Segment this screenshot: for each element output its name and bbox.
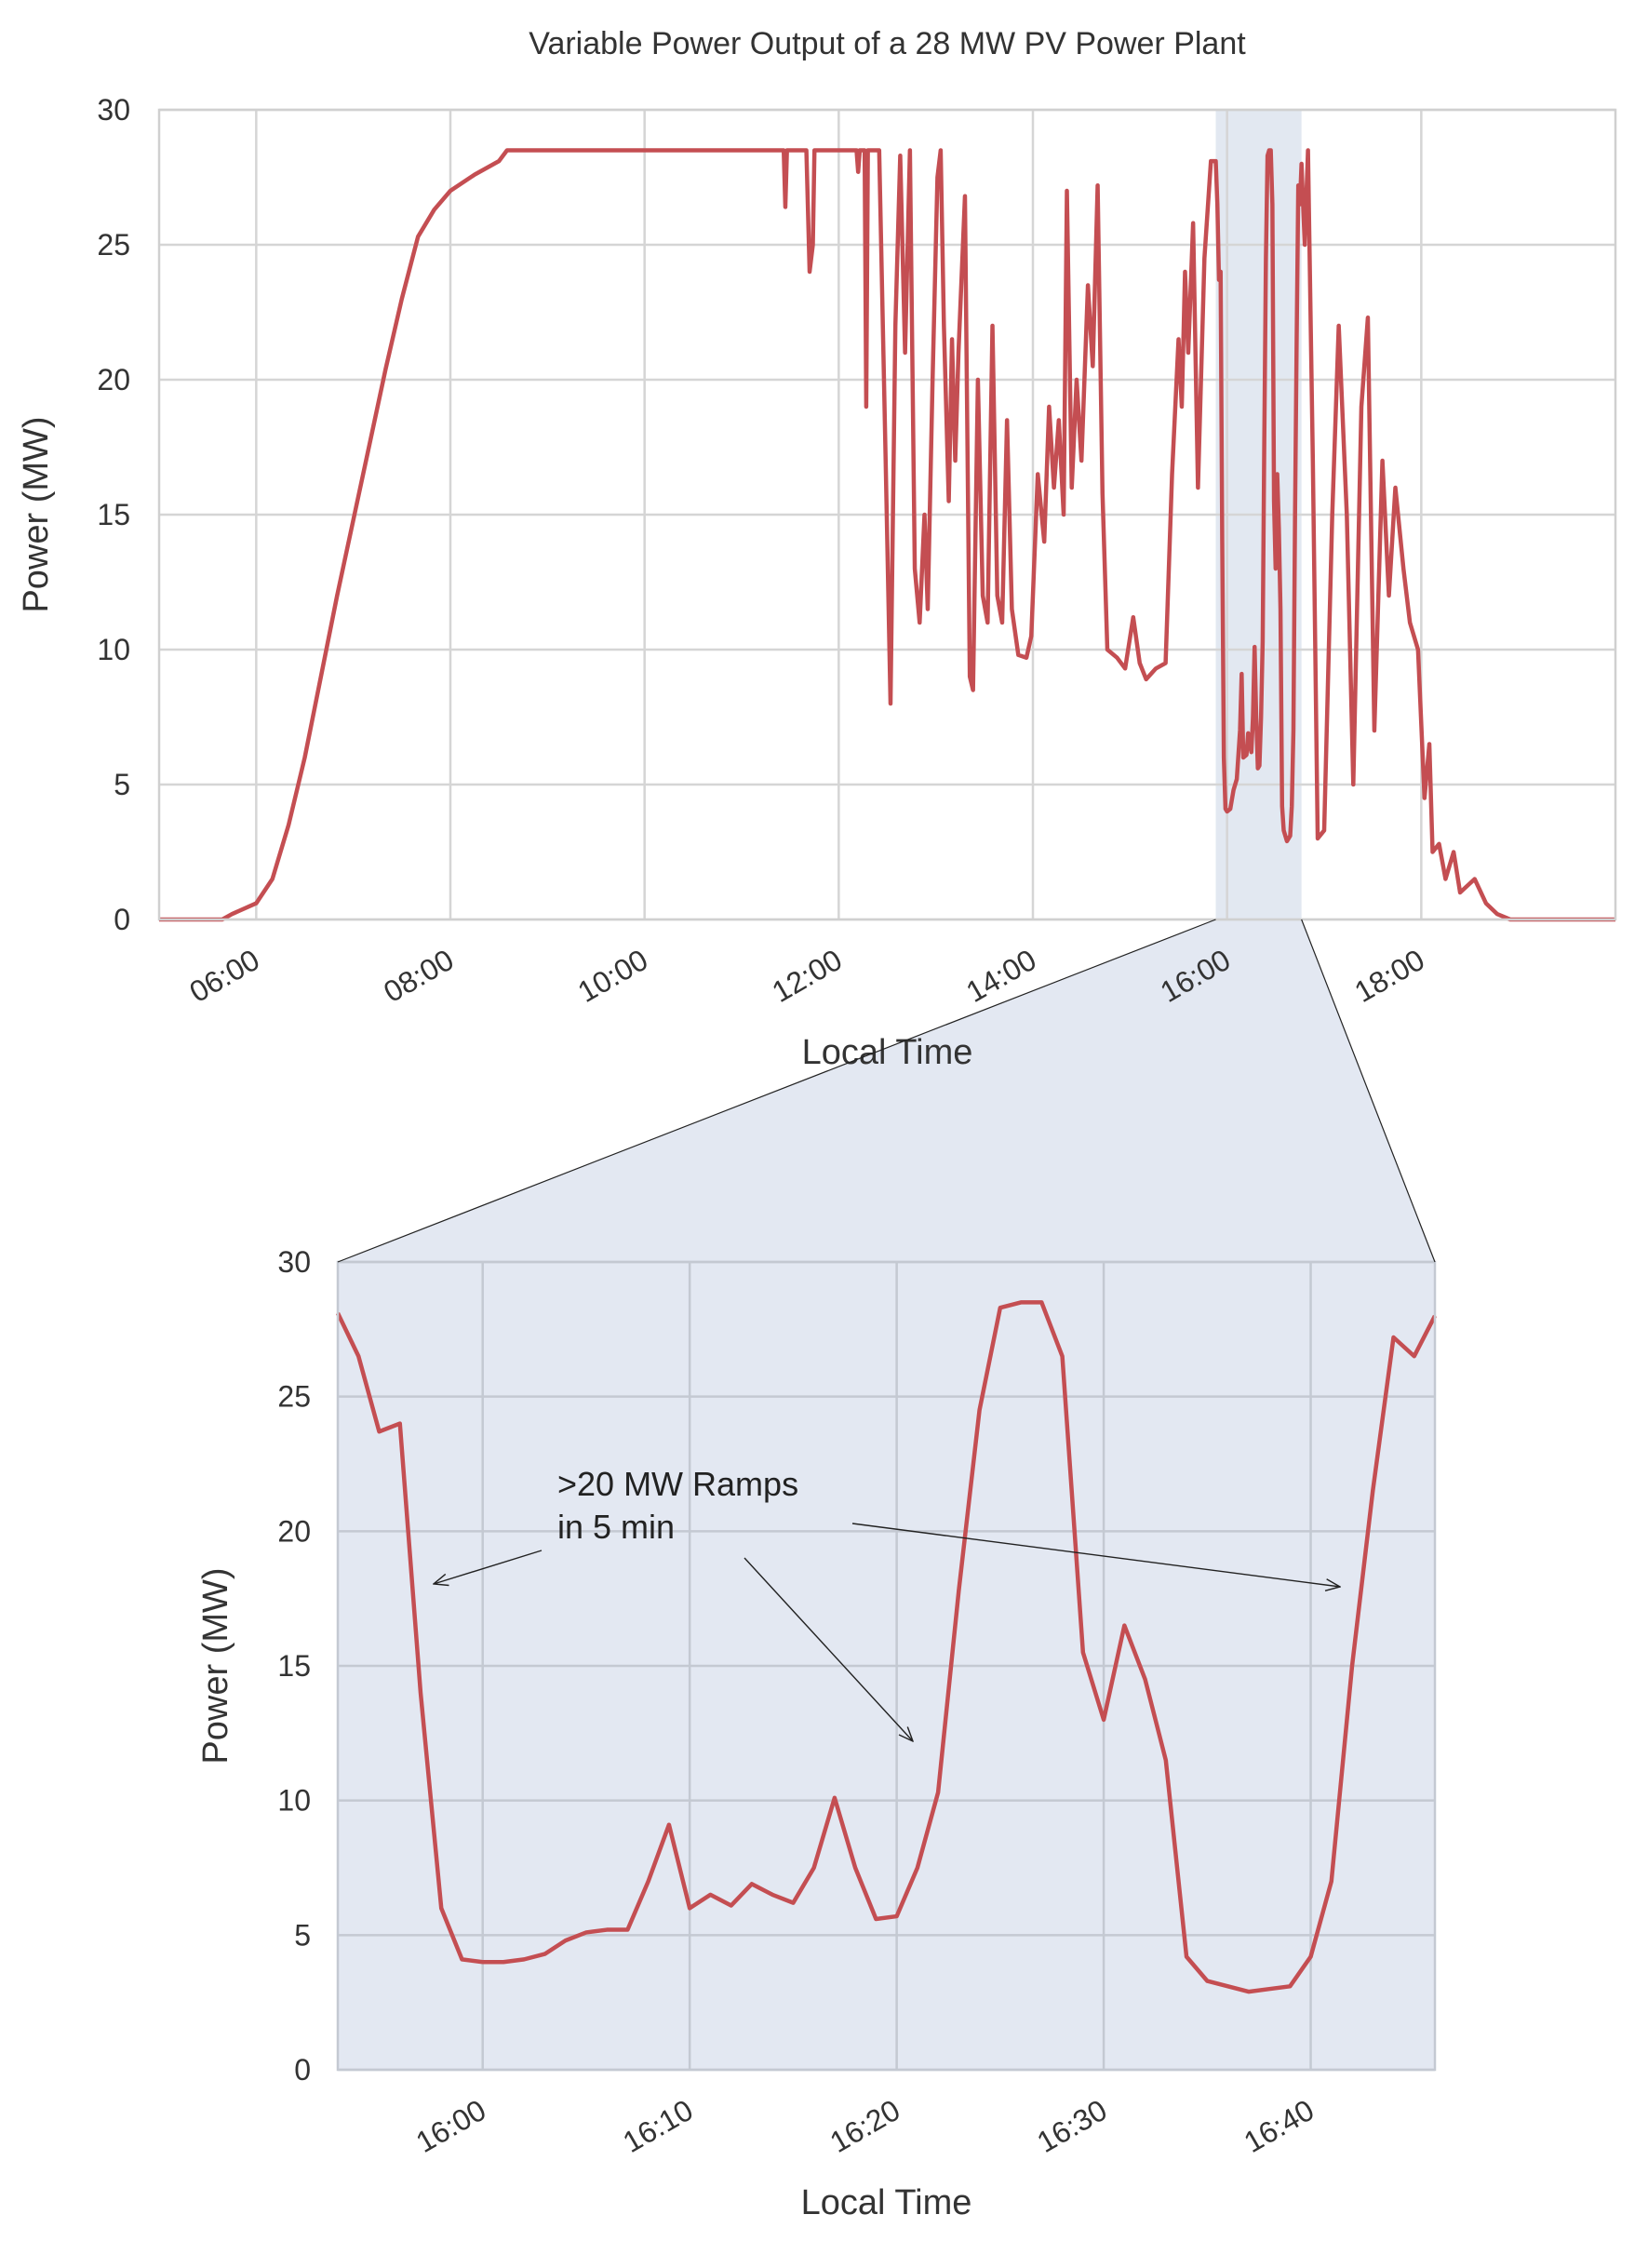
x-tick-label: 10:00 [572,943,653,1009]
y-tick-label: 5 [114,768,130,801]
y-tick-label: 25 [277,1380,311,1414]
x-axis-label: Local Time [801,2183,972,2222]
annotation-arrow [434,1550,543,1584]
plot-frame [157,108,1617,921]
chart-title: Variable Power Output of a 28 MW PV Powe… [529,26,1246,61]
zoom-connector [337,919,1216,1263]
x-tick-label: 16:00 [410,2093,491,2159]
x-axis-label: Local Time [802,1033,973,1072]
y-tick-label: 10 [97,633,130,666]
annotation-arrow [851,1523,1340,1587]
x-tick-label: 16:40 [1239,2093,1320,2159]
y-axis-label: Power (MW) [17,416,56,612]
x-tick-label: 12:00 [766,943,847,1009]
x-tick-label: 16:20 [824,2093,905,2159]
y-tick-label: 15 [277,1649,311,1683]
plot-frame [336,1260,1437,2072]
y-tick-label: 20 [277,1514,311,1548]
y-tick-label: 25 [97,228,130,262]
y-tick-label: 10 [277,1784,311,1818]
power-line [159,148,1615,922]
annotation-text: in 5 min [557,1508,675,1546]
x-tick-label: 06:00 [183,943,264,1009]
x-tick-label: 18:00 [1348,943,1429,1009]
y-tick-label: 30 [97,93,130,127]
power-line [335,1300,1438,1994]
y-tick-label: 30 [277,1245,311,1279]
annotation-text: >20 MW Ramps [557,1465,798,1503]
y-tick-label: 0 [294,2053,311,2087]
y-tick-label: 5 [294,1918,311,1952]
y-axis-label: Power (MW) [196,1567,235,1764]
annotation-arrow [744,1557,913,1741]
y-tick-label: 15 [97,498,130,531]
x-tick-label: 16:30 [1031,2093,1112,2159]
zoom-connector-area [338,919,1435,1262]
zoom-connector [1301,919,1436,1263]
y-tick-label: 20 [97,363,130,396]
x-tick-label: 08:00 [378,943,459,1009]
x-tick-label: 16:10 [617,2093,698,2159]
y-tick-label: 0 [114,903,130,936]
